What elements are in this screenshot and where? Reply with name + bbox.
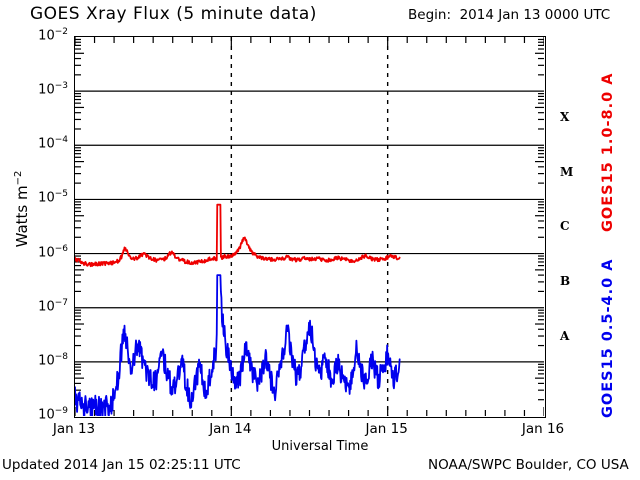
flare-class-X: X	[560, 110, 570, 124]
flare-class-M: M	[560, 165, 574, 179]
begin-time-label: Begin: 2014 Jan 13 0000 UTC	[408, 7, 611, 23]
x-tick-label: Jan 15	[365, 421, 408, 437]
legend-blue-channel: GOES15 0.5-4.0 A	[600, 258, 616, 418]
flare-class-B: B	[560, 274, 571, 288]
y-tick-label: 10−6	[38, 243, 68, 260]
y-tick-label: 10−2	[38, 27, 68, 44]
flare-class-A: A	[560, 329, 570, 343]
y-tick-label: 10−5	[38, 189, 68, 206]
y-tick-label: 10−8	[38, 351, 68, 369]
flare-class-C: C	[560, 219, 570, 233]
y-tick-label: 10−4	[38, 135, 68, 152]
page-title: GOES Xray Flux (5 minute data)	[30, 4, 317, 24]
chart-canvas	[75, 37, 544, 416]
updated-timestamp: Updated 2014 Jan 15 02:25:11 UTC	[2, 457, 241, 473]
x-tick-label: Jan 14	[209, 421, 252, 437]
x-tick-label: Jan 16	[521, 421, 565, 437]
plot-area	[74, 36, 546, 418]
x-tick-label: Jan 13	[52, 421, 96, 437]
legend-red-channel: GOES15 1.0-8.0 A	[600, 72, 616, 232]
y-tick-label: 10−7	[38, 297, 68, 315]
y-tick-label: 10−3	[38, 81, 68, 98]
y-tick-label: 10−9	[38, 406, 68, 423]
credit-label: NOAA/SWPC Boulder, CO USA	[428, 457, 629, 473]
x-axis-label: Universal Time	[271, 439, 369, 454]
